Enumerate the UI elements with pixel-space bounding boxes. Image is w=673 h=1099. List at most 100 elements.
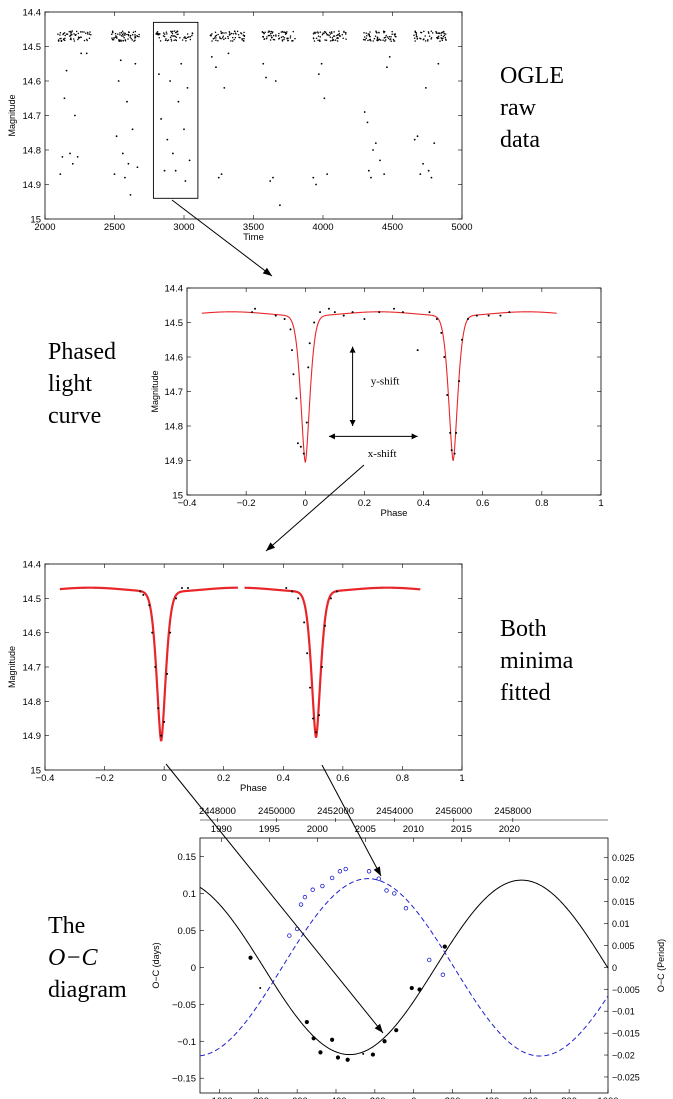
baseline-point [73,40,76,42]
baseline-point [294,37,296,40]
baseline-point [273,39,276,41]
baseline-point [121,33,124,36]
baseline-point [129,34,132,37]
data-point [283,318,286,321]
baseline-point [325,39,328,41]
baseline-point [427,40,429,42]
y-tick-label: 14.4 [23,560,42,571]
data-point [308,342,311,345]
baseline-point [65,33,68,35]
baseline-point [289,37,292,39]
baseline-point [289,35,292,37]
baseline-point [283,38,285,41]
baseline-point [312,32,315,35]
eclipse-point [124,176,126,179]
data-point [305,421,308,424]
baseline-point [270,30,273,33]
baseline-point [118,40,121,42]
baseline-point [413,37,416,39]
eclipse-point [59,173,62,176]
eclipse-point [127,162,130,165]
y-tick-label: 14.6 [23,77,42,88]
eclipse-point [61,156,64,158]
baseline-point [243,31,245,34]
baseline-point [70,32,73,34]
eclipse-point [274,80,277,82]
eclipse-point [227,52,230,55]
baseline-point [368,39,371,41]
baseline-point [170,35,173,37]
baseline-point [243,35,246,38]
data-point [160,734,163,737]
baseline-point [169,36,172,39]
y-tick-label: 14.8 [23,697,42,708]
baseline-point [281,40,284,42]
caption-line: minima [500,648,574,674]
baseline-point [111,37,113,39]
eclipse-point [113,173,116,176]
baseline-point [387,37,390,40]
baseline-point [431,32,434,34]
baseline-point [391,30,393,33]
period-point [427,957,432,963]
baseline-point [217,40,219,42]
baseline-point [269,30,271,33]
baseline-point [134,34,136,36]
baseline-point [329,40,332,42]
baseline-point [333,31,335,33]
baseline-point [159,33,161,35]
eclipse-point [158,73,160,75]
period-point [392,891,397,896]
y-tick-label: 14.9 [23,180,42,191]
baseline-point [267,34,270,37]
baseline-point [209,34,212,37]
baseline-point [243,40,245,42]
baseline-point [376,39,378,41]
baseline-point [439,40,441,42]
baseline-point [376,38,379,40]
period-point [302,894,308,900]
baseline-point [170,38,172,41]
baseline-point [173,35,175,37]
baseline-point [79,31,82,33]
baseline-point [435,31,438,34]
data-point [163,720,166,723]
y-tick-label: −0.1 [177,1037,196,1048]
baseline-point [217,33,219,36]
y-axis-label: O−C (days) [151,942,161,988]
arrowhead [328,433,335,440]
eclipse-point [76,156,79,158]
baseline-point [384,40,386,42]
baseline-point [331,39,334,42]
baseline-point [442,35,445,38]
baseline-point [331,32,333,34]
baseline-point [83,39,86,42]
eclipse-point [160,118,162,120]
x-tick-label: 3000 [173,222,194,233]
baseline-point [388,35,391,38]
period-point [298,902,304,907]
baseline-point [128,31,130,33]
x-tick-label: −0.4 [178,498,197,509]
data-point [290,349,293,352]
x-tick-label: 0.4 [417,498,430,509]
baseline-point [444,38,447,41]
baseline-point [376,32,378,34]
baseline-point [313,40,316,42]
baseline-point [334,39,337,41]
baseline-point [64,37,66,40]
eclipse-point [424,87,427,89]
data-point [157,707,160,710]
caption-line: fitted [500,680,551,706]
eclipse-point [163,169,166,172]
right-y-tick-label: 0.015 [612,897,635,907]
baseline-point [175,36,178,39]
baseline-point [283,37,286,39]
baseline-point [130,37,132,40]
baseline-point [345,38,347,40]
top-year-tick-label: 2020 [499,824,520,835]
data-point [297,597,300,600]
baseline-point [386,36,389,38]
baseline-point [336,37,338,39]
top-year-tick-label: 2015 [451,824,472,835]
